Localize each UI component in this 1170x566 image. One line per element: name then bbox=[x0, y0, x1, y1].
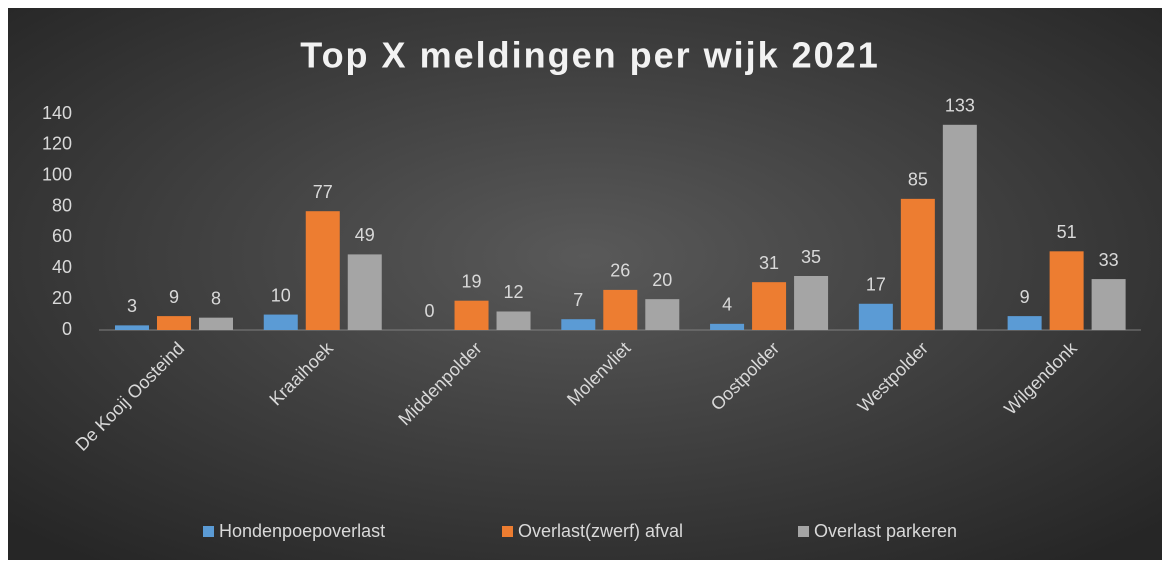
bar bbox=[900, 198, 935, 330]
data-label: 51 bbox=[1057, 222, 1077, 242]
y-tick-label: 140 bbox=[42, 103, 72, 123]
data-label: 4 bbox=[722, 295, 732, 315]
chart-background bbox=[8, 8, 1162, 560]
data-label: 9 bbox=[1020, 287, 1030, 307]
bar bbox=[347, 254, 382, 330]
data-label: 3 bbox=[127, 296, 137, 316]
data-label: 9 bbox=[169, 287, 179, 307]
bar bbox=[794, 276, 829, 330]
bar bbox=[1007, 316, 1042, 330]
bar bbox=[156, 316, 191, 330]
legend-label: Overlast parkeren bbox=[814, 521, 957, 541]
bar bbox=[710, 323, 745, 330]
bar bbox=[454, 300, 489, 330]
y-tick-label: 0 bbox=[62, 319, 72, 339]
legend-swatch bbox=[203, 526, 214, 537]
y-tick-label: 120 bbox=[42, 134, 72, 154]
legend-swatch bbox=[798, 526, 809, 537]
data-label: 20 bbox=[652, 270, 672, 290]
y-tick-label: 100 bbox=[42, 164, 72, 184]
data-label: 10 bbox=[271, 285, 291, 305]
data-label: 31 bbox=[759, 253, 779, 273]
data-label: 133 bbox=[945, 96, 975, 116]
bar bbox=[496, 311, 531, 330]
data-label: 49 bbox=[355, 225, 375, 245]
data-label: 26 bbox=[610, 261, 630, 281]
data-label: 33 bbox=[1099, 250, 1119, 270]
bar bbox=[263, 314, 298, 330]
data-label: 85 bbox=[908, 170, 928, 190]
data-label: 0 bbox=[425, 301, 435, 321]
bar bbox=[198, 317, 233, 330]
legend-swatch bbox=[502, 526, 513, 537]
chart-title: Top X meldingen per wijk 2021 bbox=[300, 35, 879, 76]
bar bbox=[645, 299, 680, 330]
y-tick-label: 80 bbox=[52, 195, 72, 215]
legend-label: Hondenpoepoverlast bbox=[219, 521, 385, 541]
data-label: 77 bbox=[313, 182, 333, 202]
bar bbox=[603, 289, 638, 330]
data-label: 17 bbox=[866, 275, 886, 295]
data-label: 35 bbox=[801, 247, 821, 267]
y-tick-label: 40 bbox=[52, 257, 72, 277]
bar bbox=[561, 319, 596, 330]
legend-label: Overlast(zwerf) afval bbox=[518, 521, 683, 541]
data-label: 8 bbox=[211, 288, 221, 308]
bar bbox=[114, 325, 149, 330]
data-label: 19 bbox=[462, 271, 482, 291]
bar bbox=[305, 211, 340, 330]
bar bbox=[942, 124, 977, 330]
bar bbox=[1049, 251, 1084, 330]
bar bbox=[858, 303, 893, 330]
bar bbox=[752, 282, 787, 330]
y-tick-label: 60 bbox=[52, 226, 72, 246]
bar bbox=[1091, 279, 1126, 330]
y-tick-label: 20 bbox=[52, 288, 72, 308]
data-label: 12 bbox=[504, 282, 524, 302]
data-label: 7 bbox=[573, 290, 583, 310]
